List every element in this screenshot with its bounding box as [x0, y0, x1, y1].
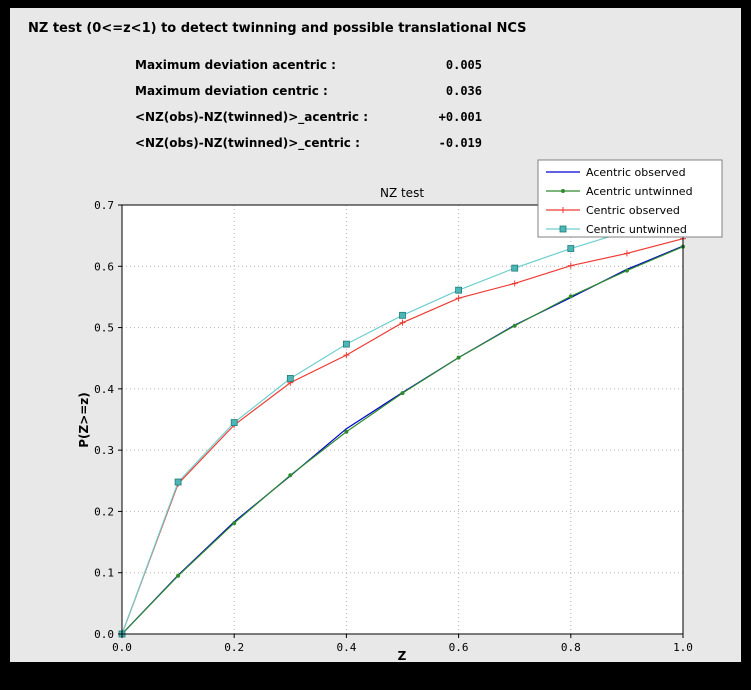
marker-dot — [456, 355, 461, 360]
stats-block: Maximum deviation acentric : 0.005 Maxim… — [135, 52, 482, 156]
stat-label: Maximum deviation centric : — [135, 84, 328, 98]
marker-square — [174, 478, 182, 486]
y-tick-label: 0.5 — [94, 322, 114, 335]
y-tick-label: 0.7 — [94, 199, 114, 212]
chart-title: NZ test — [380, 186, 424, 200]
marker-dot — [512, 323, 517, 328]
legend-label-centric-untwinned: Centric untwinned — [586, 223, 687, 236]
legend-label-acentric-observed: Acentric observed — [586, 166, 686, 179]
marker-dot — [561, 189, 565, 193]
x-tick-label: 0.6 — [449, 641, 469, 654]
stat-value: 0.005 — [445, 58, 482, 72]
marker-dot — [288, 473, 293, 478]
stat-row-max-dev-acentric: Maximum deviation acentric : 0.005 — [135, 52, 482, 78]
x-tick-label: 0.8 — [561, 641, 581, 654]
plot-layer — [118, 204, 687, 638]
x-tick-label: 0.4 — [336, 641, 356, 654]
stat-label: Maximum deviation acentric : — [135, 58, 336, 72]
marker-dot — [176, 573, 181, 578]
marker-square — [399, 311, 406, 319]
y-tick-label: 0.4 — [94, 383, 114, 396]
legend-label-centric-observed: Centric observed — [586, 204, 680, 217]
marker-dot — [400, 391, 405, 396]
page-title: NZ test (0<=z<1) to detect twinning and … — [28, 21, 527, 36]
x-tick-label: 0.2 — [224, 641, 244, 654]
marker-square — [342, 340, 350, 348]
marker-square — [567, 245, 575, 252]
marker-square — [511, 264, 519, 272]
plot-area — [122, 205, 683, 634]
y-tick-label: 0.0 — [94, 628, 114, 641]
stat-value: +0.001 — [438, 110, 482, 124]
legend: Acentric observed Acentric untwinned Centr… — [537, 159, 723, 238]
stat-value: 0.036 — [445, 84, 482, 98]
stat-label: <NZ(obs)-NZ(twinned)>_centric : — [135, 136, 360, 150]
y-tick-label: 0.1 — [94, 567, 114, 580]
marker-square — [230, 419, 238, 426]
marker-dot — [624, 268, 629, 273]
marker-square — [286, 375, 294, 382]
marker-square — [455, 286, 463, 294]
marker-dot — [344, 429, 349, 434]
y-tick-label: 0.2 — [94, 505, 114, 518]
stat-value: -0.019 — [438, 136, 482, 150]
x-tick-label: 1.0 — [673, 641, 693, 654]
marker-dot — [568, 294, 573, 299]
marker-square — [559, 225, 567, 233]
axis-layer: 0.0 0.2 0.4 0.6 0.8 1.0 0.0 0.1 0.2 0.3 0.4 0.5 0.6 0… — [94, 199, 693, 654]
x-tick-label: 0.0 — [112, 641, 132, 654]
stat-row-max-dev-centric: Maximum deviation centric : 0.036 — [135, 78, 482, 104]
legend-label-acentric-untwinned: Acentric untwinned — [586, 185, 693, 198]
y-axis-label: P(Z>=z) — [77, 392, 91, 448]
stat-row-nz-diff-acentric: <NZ(obs)-NZ(twinned)>_acentric : +0.001 — [135, 104, 482, 130]
y-tick-label: 0.6 — [94, 260, 114, 273]
x-axis-label: Z — [398, 649, 407, 663]
stat-label: <NZ(obs)-NZ(twinned)>_acentric : — [135, 110, 368, 124]
plot-frame — [121, 204, 684, 635]
stat-row-nz-diff-centric: <NZ(obs)-NZ(twinned)>_centric : -0.019 — [135, 130, 482, 156]
legend-box — [537, 159, 723, 238]
marker-dot — [232, 521, 237, 526]
y-tick-label: 0.3 — [94, 444, 114, 457]
